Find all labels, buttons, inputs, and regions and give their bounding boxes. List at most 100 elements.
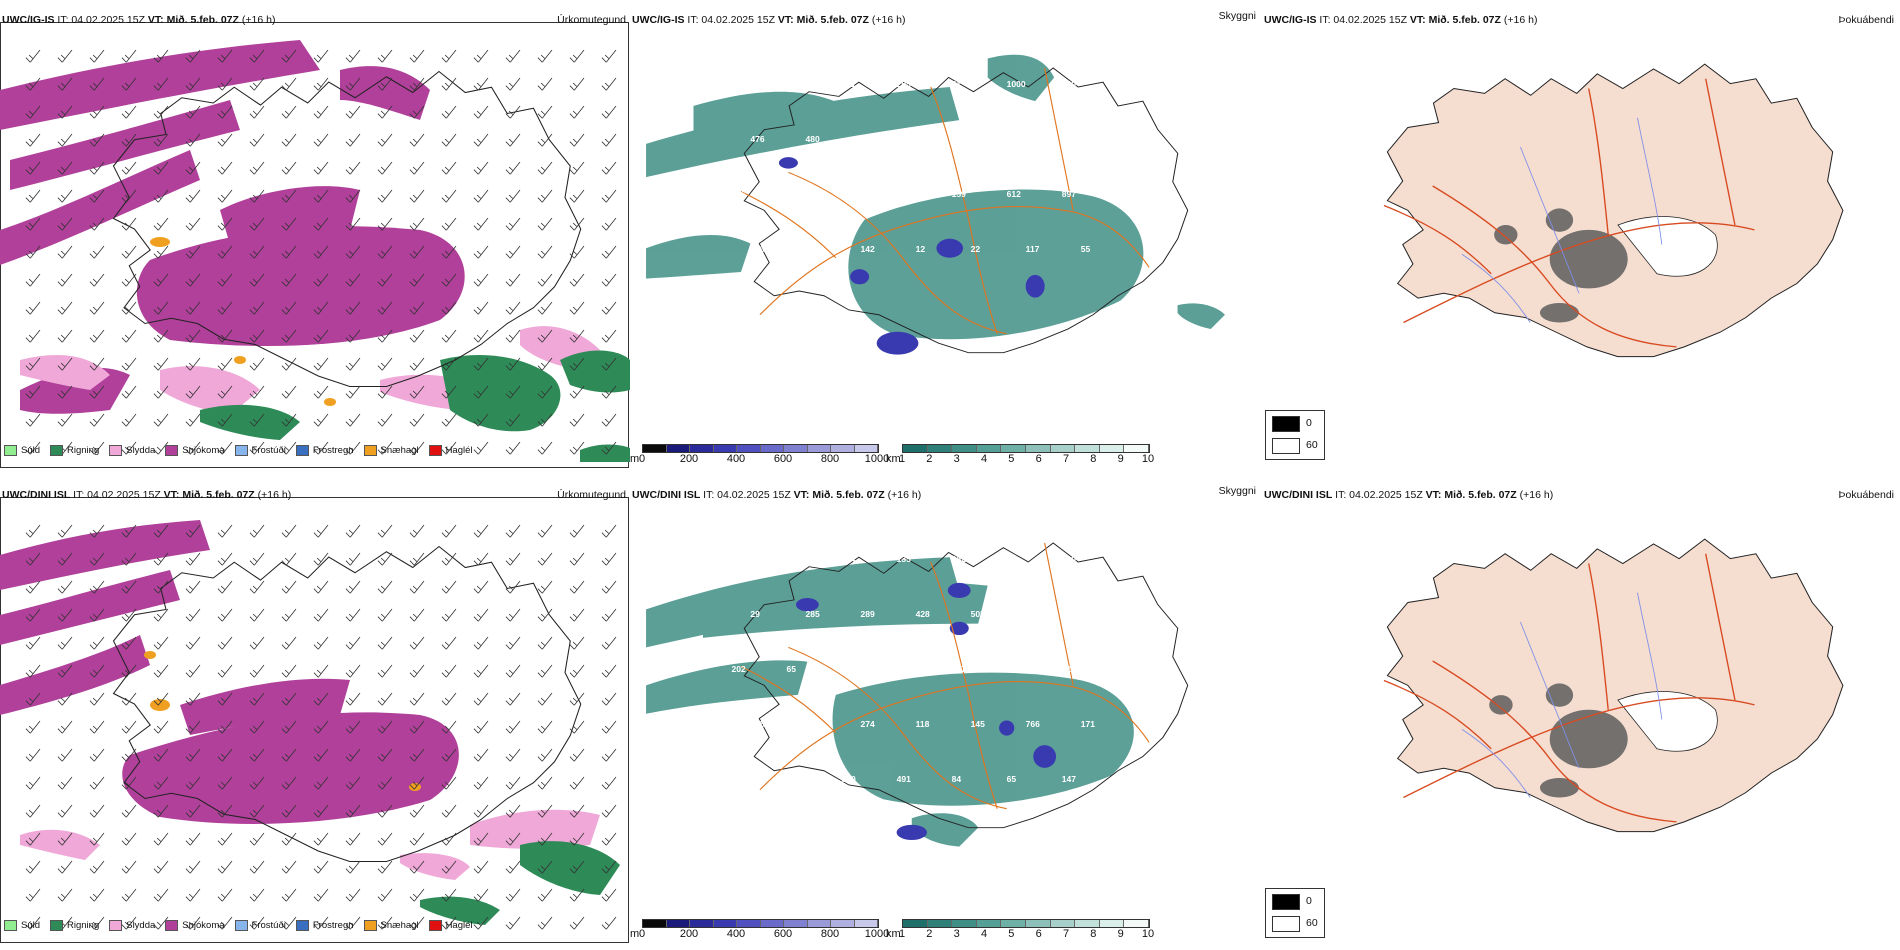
legend-swatch xyxy=(4,920,17,931)
visibility-value: 142 xyxy=(861,244,875,254)
wind-barb xyxy=(25,133,44,148)
wind-barb xyxy=(601,804,620,819)
wind-barb xyxy=(409,49,428,64)
sleet-areas xyxy=(20,809,600,880)
colorbar-segment xyxy=(976,445,1002,452)
colorbar-tick: 400 xyxy=(726,453,746,465)
wind-barb xyxy=(569,161,588,176)
wind-barb xyxy=(537,133,556,148)
precip-legend: Súld Rigning Slydda Snjókoma Frostúði Frostre… xyxy=(4,445,473,456)
legend-label: Frostregn xyxy=(312,445,354,456)
wind-barb xyxy=(249,664,268,679)
colorbar-tick: 0 xyxy=(638,928,646,940)
wind-barb xyxy=(281,888,300,903)
wind-barb xyxy=(537,748,556,763)
wind-barb xyxy=(25,329,44,344)
legend-swatch xyxy=(109,920,123,931)
wind-barb xyxy=(601,748,620,763)
colorbar-tick: 9 xyxy=(1117,928,1124,940)
wind-barb xyxy=(569,720,588,735)
glacier-white xyxy=(1617,691,1718,752)
lead-time: (+16 h) xyxy=(241,14,276,26)
visibility-value: 766 xyxy=(1026,719,1040,729)
wind-barb xyxy=(25,860,44,875)
wind-barb xyxy=(377,357,396,372)
wind-barb xyxy=(409,608,428,623)
wind-barb xyxy=(121,357,140,372)
wind-barb xyxy=(505,692,524,707)
legend-swatch xyxy=(428,920,442,931)
wind-barb xyxy=(569,273,588,288)
wind-barb xyxy=(409,189,428,204)
wind-barb xyxy=(281,608,300,623)
wind-barb xyxy=(217,832,236,847)
legend-label: Snjókoma xyxy=(182,445,225,456)
lead-time: (+16 h) xyxy=(257,489,292,501)
wind-barb xyxy=(601,413,620,428)
valid-time: Mið. 5.feb. 07Z xyxy=(182,489,255,501)
wind-barb xyxy=(249,608,268,623)
colorbar-segment xyxy=(903,920,928,927)
colorbar-segment xyxy=(1001,445,1026,452)
visibility-value: 560 xyxy=(1062,79,1076,89)
wind-barb xyxy=(121,385,140,400)
colorbar-tick: 3 xyxy=(953,453,960,465)
wind-barb xyxy=(537,441,556,456)
wind-barb xyxy=(25,189,44,204)
wind-barb xyxy=(601,636,620,651)
wind-barb xyxy=(185,189,204,204)
wind-barb xyxy=(409,636,428,651)
wind-barb xyxy=(377,189,396,204)
visibility-value: 526 xyxy=(731,189,745,199)
wind-barb xyxy=(601,189,620,204)
visibility-value: 987 xyxy=(787,554,801,564)
wind-barb xyxy=(313,524,332,539)
visibility-value: 147 xyxy=(1062,774,1076,784)
wind-barb xyxy=(89,273,108,288)
vis-km-colorbar: km 1 2 3 4 5 6 7 8 9 10 xyxy=(886,444,1154,465)
fog-legend-max: 60 xyxy=(1306,917,1318,929)
roads xyxy=(1383,78,1755,348)
colorbar-unit: km xyxy=(886,928,901,940)
colorbar-segment xyxy=(952,445,977,452)
wind-barb xyxy=(249,552,268,567)
wind-barb xyxy=(345,580,364,595)
wind-barb xyxy=(505,133,524,148)
wind-barb xyxy=(441,161,460,176)
road-network xyxy=(740,67,1150,335)
colorbar-tick: 0 xyxy=(638,453,646,465)
colorbar-tick: 1000 xyxy=(864,928,890,940)
wind-barb xyxy=(121,888,140,903)
visibility-value: 141 xyxy=(1026,134,1040,144)
wind-barb xyxy=(281,133,300,148)
colorbar-segment xyxy=(854,445,878,452)
glacier-white xyxy=(1617,216,1718,277)
wind-barb xyxy=(89,413,108,428)
wind-barb xyxy=(153,636,172,651)
wind-barb xyxy=(25,636,44,651)
wind-barb xyxy=(601,301,620,316)
wind-barb xyxy=(537,49,556,64)
legend-item: Rigning xyxy=(50,445,99,456)
rain-areas xyxy=(200,350,630,462)
wind-barb xyxy=(57,804,76,819)
colorbar-segment xyxy=(784,920,808,927)
wind-barb xyxy=(505,888,524,903)
wind-barb xyxy=(121,301,140,316)
wind-barb xyxy=(505,552,524,567)
wind-barb xyxy=(89,720,108,735)
wind-barb xyxy=(601,524,620,539)
visibility-value: 751 xyxy=(842,79,856,89)
low-visibility-teal xyxy=(646,54,1225,340)
wind-barb xyxy=(601,273,620,288)
wind-barb xyxy=(249,860,268,875)
colorbar-segment xyxy=(713,920,737,927)
wind-barb xyxy=(537,552,556,567)
wind-barb xyxy=(409,161,428,176)
wind-barb xyxy=(505,664,524,679)
road-network xyxy=(740,542,1150,810)
wind-barb xyxy=(473,49,492,64)
colorbar-tick: 6 xyxy=(1035,928,1042,940)
wind-barb xyxy=(345,357,364,372)
wind-barb xyxy=(153,413,172,428)
